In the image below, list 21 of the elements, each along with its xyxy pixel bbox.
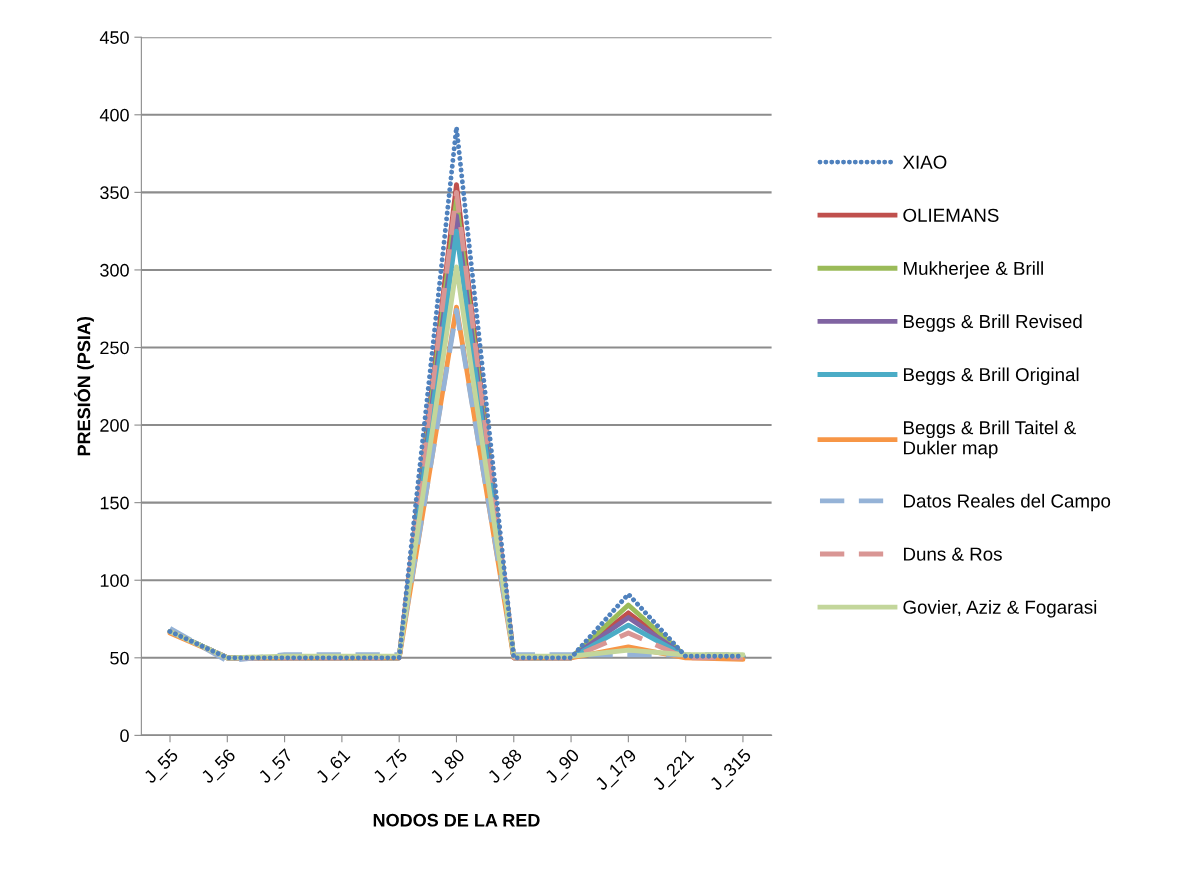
y-tick-label: 400 (99, 108, 129, 122)
legend-label: Duns & Ros (904, 547, 1002, 561)
y-tick-label: 200 (100, 419, 129, 432)
legend-label: XIAO (902, 155, 947, 169)
legend-label: Beggs & Brill Original (904, 367, 1079, 385)
y-tick-label: 350 (100, 186, 129, 200)
y-tick-label: 100 (100, 574, 129, 587)
y-tick-label: 150 (100, 496, 129, 510)
legend-label: Beggs & Brill Revised (904, 314, 1082, 332)
y-tick-label: 0 (120, 729, 129, 743)
y-tick-label: 450 (99, 31, 129, 44)
legend-label: Govier, Aziz & Fogarasi (903, 600, 1097, 618)
legend-label: Mukherjee & Brill (904, 261, 1043, 279)
y-axis-title: PRESIÓN (PSIA) (74, 316, 94, 456)
legend-label: Beggs & Brill Taitel & Dukler map (904, 420, 1076, 459)
legend-label: Datos Reales del Campo (904, 493, 1111, 512)
y-tick-label: 250 (100, 341, 129, 355)
y-tick-label: 300 (100, 263, 129, 277)
x-axis-title: NODOS DE LA RED (373, 813, 540, 827)
legend-label: OLIEMANS (903, 208, 999, 222)
y-tick-label: 50 (110, 651, 129, 665)
